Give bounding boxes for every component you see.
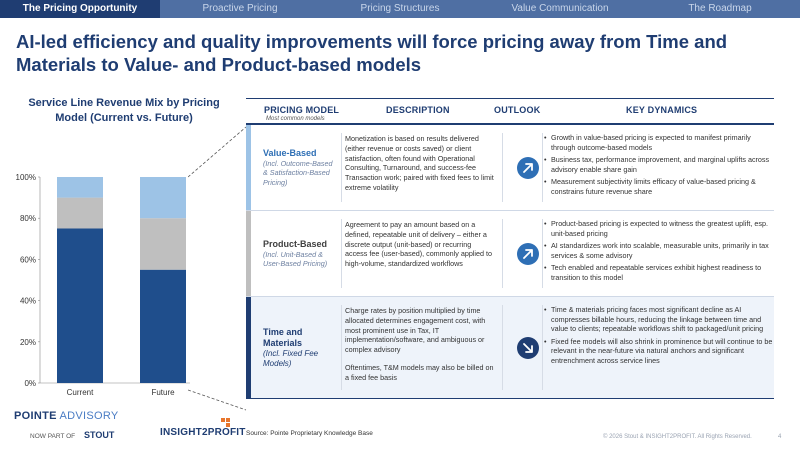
model-name: Time and Materials [263,327,303,348]
down-arrow-icon [517,336,539,359]
header-pricing-model-sub: Most common models [266,116,325,122]
logo-advisory-text: ADVISORY [59,410,119,422]
y-tick-label: 60% [20,255,36,264]
bar-segment [140,269,186,383]
list-item: Product-based pricing is expected to wit… [544,219,774,238]
y-tick-label: 40% [20,297,36,306]
model-subtitle: (Incl. Outcome-Based & Satisfaction-Base… [263,158,333,187]
outlook-cell [503,125,553,210]
key-dynamics-list: Time & materials pricing faces most sign… [544,305,774,368]
table-row-time-and-materials: Time and Materials (Incl. Fixed Fee Mode… [246,297,774,399]
pricing-model-table: PRICING MODEL Most common models DESCRIP… [246,98,774,399]
header-description: DESCRIPTION [386,105,450,115]
tab-roadmap[interactable]: The Roadmap [688,3,752,14]
description-text: Agreement to pay an amount based on a de… [345,220,493,269]
y-tick-label: 100% [16,173,36,182]
description-text: Charge rates by position multiplied by t… [345,306,486,355]
now-part-of-text: NOW PART OF [30,433,76,440]
model-description: Agreement to pay an amount based on a de… [345,220,495,269]
source-note: Source: Pointe Proprietary Knowledge Bas… [246,430,373,437]
y-tick-label: 20% [20,338,36,347]
y-tick-label: 0% [24,379,36,388]
bar-segment [140,218,186,270]
table-row-product-based: Product-Based (Incl. Unit-Based & User-B… [246,211,774,297]
list-item: Time & materials pricing faces most sign… [544,305,774,334]
list-item: Fixed fee models will also shrink in pro… [544,337,774,366]
bar-segment [57,197,103,229]
header-key-dynamics: KEY DYNAMICS [626,105,698,115]
tab-pricing-opportunity[interactable]: The Pricing Opportunity [0,0,160,18]
model-subtitle: (Incl. Unit-Based & User-Based Pricing) [263,249,328,269]
chart-title: Service Line Revenue Mix by Pricing Mode… [28,97,220,124]
model-name: Value-Based [263,147,317,158]
outlook-cell [503,297,553,398]
tab-value-communication[interactable]: Value Communication [511,3,609,14]
model-description: Monetization is based on results deliver… [345,134,495,193]
bar-segment [57,228,103,383]
stout-logo: STOUT [84,430,115,440]
outlook-cell [503,211,553,296]
table-row-value-based: Value-Based (Incl. Outcome-Based & Satis… [246,125,774,211]
up-arrow-icon [517,242,539,265]
list-item: Tech enabled and repeatable services exh… [544,263,774,282]
key-dynamics-list: Growth in value-based pricing is expecte… [544,133,774,199]
page-number: 4 [778,434,782,440]
pointe-advisory-logo: POINTE ADVISORY [14,410,119,422]
list-item: Measurement subjectivity limits efficacy… [544,177,774,196]
bar-segment [57,177,103,198]
logo-pointe-text: POINTE [14,410,57,422]
header-outlook: OUTLOOK [494,105,541,115]
model-description: Charge rates by position multiplied by t… [345,306,495,383]
model-name: Product-Based [263,238,328,249]
key-dynamics-list: Product-based pricing is expected to wit… [544,219,774,285]
y-tick-label: 80% [20,214,36,223]
list-item: Growth in value-based pricing is expecte… [544,133,774,152]
revenue-mix-chart: 0% 20% 40% 60% 80% 100% Current Future [16,173,190,397]
tab-proactive-pricing[interactable]: Proactive Pricing [202,3,278,14]
top-nav: The Pricing Opportunity Proactive Pricin… [0,0,800,18]
connector-lines [188,126,247,411]
description-text: Monetization is based on results deliver… [345,134,494,192]
list-item: Business tax, performance improvement, a… [544,155,774,174]
page-title: AI-led efficiency and quality improvemen… [16,31,728,75]
x-tick-label: Current [67,388,94,397]
model-cell: Product-Based (Incl. Unit-Based & User-B… [246,211,338,296]
copyright-text: © 2026 Stout & INSIGHT2PROFIT. All Right… [603,434,752,440]
model-cell: Value-Based (Incl. Outcome-Based & Satis… [246,125,338,210]
insight2profit-mark-icon [221,418,230,427]
description-text: Oftentimes, T&M models may also be bille… [345,362,494,382]
list-item: AI standardizes work into scalable, meas… [544,241,774,260]
model-subtitle: (Incl. Fixed Fee Models) [263,349,319,368]
header-pricing-model: PRICING MODEL [264,105,340,115]
up-arrow-icon [517,156,539,179]
table-header: PRICING MODEL Most common models DESCRIP… [246,98,774,125]
insight2profit-logo: INSIGHT2PROFIT [160,427,246,438]
tab-pricing-structures[interactable]: Pricing Structures [360,3,440,14]
x-tick-label: Future [151,388,175,397]
model-cell: Time and Materials (Incl. Fixed Fee Mode… [246,297,338,398]
bar-segment [140,177,186,219]
